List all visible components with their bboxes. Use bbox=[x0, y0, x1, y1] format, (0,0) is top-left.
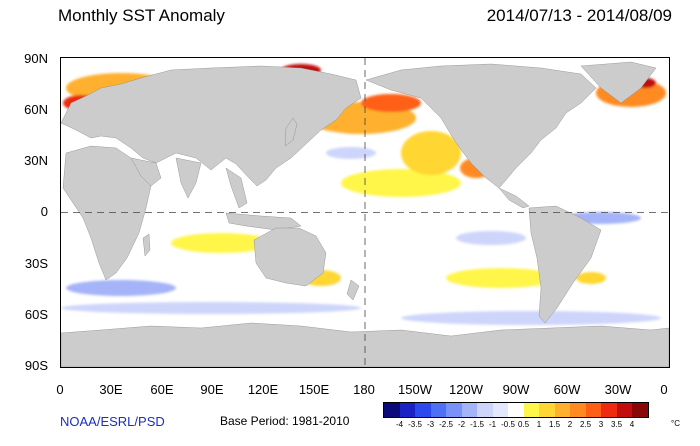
color-swatch bbox=[523, 403, 539, 417]
anomaly-cool-south-atlantic bbox=[66, 280, 176, 296]
color-swatch bbox=[430, 403, 446, 417]
y-tick-label: 90S bbox=[24, 358, 48, 373]
color-scale-bar bbox=[383, 402, 649, 418]
y-tick-label: 90N bbox=[24, 51, 48, 66]
credit-label: NOAA/ESRL/PSD bbox=[60, 414, 165, 429]
greenland-land bbox=[580, 61, 657, 104]
color-tick-label: -3 bbox=[426, 420, 435, 429]
color-swatch bbox=[508, 403, 524, 417]
x-tick-label: 0 bbox=[56, 382, 64, 397]
anomaly-cool-east-pacific bbox=[456, 231, 526, 245]
x-tick-label: 60W bbox=[553, 382, 581, 397]
x-tick-label: 90W bbox=[502, 382, 530, 397]
japan-land bbox=[284, 117, 298, 147]
color-tick-label: 3 bbox=[598, 420, 604, 429]
y-tick-label: 60N bbox=[24, 102, 48, 117]
color-tick-label: 4 bbox=[629, 420, 635, 429]
anomaly-warm-indian bbox=[171, 233, 271, 253]
anomaly-cool-west-pacific bbox=[326, 147, 376, 159]
anomaly-warm-south-pacific bbox=[446, 268, 556, 288]
color-swatch bbox=[415, 403, 431, 417]
color-swatch bbox=[384, 403, 400, 417]
south-america-land bbox=[528, 205, 602, 324]
arabia-land bbox=[130, 157, 162, 187]
x-tick-label: 150E bbox=[298, 382, 330, 397]
madagascar-land bbox=[142, 233, 151, 257]
eurasia-land bbox=[61, 65, 362, 187]
central-america-land bbox=[498, 187, 530, 209]
y-tick-label: 30S bbox=[24, 256, 48, 271]
anomaly-cool-southern bbox=[61, 302, 361, 314]
color-tick-label: 1.5 bbox=[548, 420, 561, 429]
new-zealand-land bbox=[346, 279, 360, 301]
color-tick-label: 2.5 bbox=[579, 420, 592, 429]
anomaly-warm-south-atlantic bbox=[576, 272, 606, 284]
x-tick-label: 60E bbox=[150, 382, 174, 397]
india-land bbox=[175, 157, 202, 199]
x-tick-label: 180 bbox=[353, 382, 375, 397]
color-tick-label: 3.5 bbox=[610, 420, 623, 429]
date-range: 2014/07/13 - 2014/08/09 bbox=[486, 6, 672, 25]
color-swatch bbox=[539, 403, 555, 417]
africa-land bbox=[62, 145, 152, 281]
x-tick-label: 0 bbox=[660, 382, 668, 397]
color-tick-label: -2.5 bbox=[439, 420, 453, 429]
anomaly-warm-bering bbox=[361, 94, 421, 112]
chart-title: Monthly SST Anomaly bbox=[58, 6, 225, 25]
color-swatch bbox=[570, 403, 586, 417]
color-swatch bbox=[585, 403, 601, 417]
color-swatch bbox=[477, 403, 493, 417]
anomaly-cool-southern-east bbox=[401, 311, 661, 325]
y-tick-label: 0 bbox=[40, 204, 48, 219]
color-swatch bbox=[554, 403, 570, 417]
color-scale-unit: °C bbox=[671, 419, 680, 428]
x-tick-label: 150W bbox=[398, 382, 432, 397]
color-swatch bbox=[446, 403, 462, 417]
indonesia-land bbox=[225, 212, 302, 231]
land-layer bbox=[61, 61, 669, 367]
antarctica-land bbox=[61, 322, 669, 367]
color-tick-label: -0.5 bbox=[501, 420, 515, 429]
y-tick-label: 60S bbox=[24, 307, 48, 322]
color-tick-label: -4 bbox=[395, 420, 404, 429]
x-tick-label: 120W bbox=[449, 382, 483, 397]
sst-anomaly-map bbox=[60, 57, 670, 368]
x-tick-label: 30W bbox=[604, 382, 632, 397]
anomaly-warm-ne-pacific bbox=[401, 131, 461, 175]
color-swatch bbox=[399, 403, 415, 417]
color-tick-label: -2 bbox=[457, 420, 466, 429]
x-tick-label: 120E bbox=[247, 382, 279, 397]
color-tick-label: 2 bbox=[567, 420, 573, 429]
color-tick-label: -3.5 bbox=[408, 420, 422, 429]
anomaly-warm-north-pacific bbox=[341, 169, 461, 197]
color-tick-label: -1.5 bbox=[470, 420, 484, 429]
color-swatch bbox=[492, 403, 508, 417]
color-swatch bbox=[632, 403, 648, 417]
color-tick-label: 0.5 bbox=[517, 420, 530, 429]
y-tick-label: 30N bbox=[24, 153, 48, 168]
color-tick-label: 1 bbox=[536, 420, 542, 429]
color-swatch bbox=[616, 403, 632, 417]
color-swatch bbox=[461, 403, 477, 417]
color-tick-label: -1 bbox=[488, 420, 497, 429]
color-swatch bbox=[601, 403, 617, 417]
map-canvas bbox=[61, 58, 669, 367]
australia-land bbox=[253, 227, 327, 287]
x-tick-label: 90E bbox=[200, 382, 224, 397]
x-tick-label: 30E bbox=[99, 382, 123, 397]
base-period-label: Base Period: 1981-2010 bbox=[220, 414, 350, 428]
se-asia-land bbox=[225, 167, 248, 209]
north-america-land bbox=[365, 63, 597, 189]
